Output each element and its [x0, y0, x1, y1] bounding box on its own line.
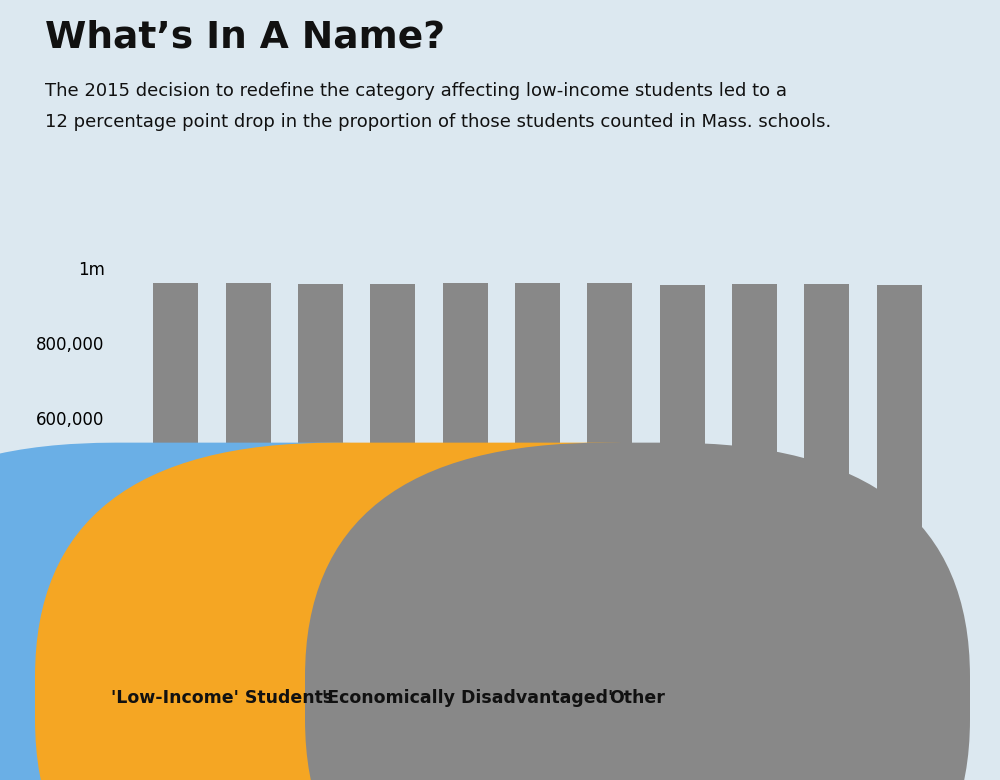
Bar [804, 526, 849, 644]
Bar [732, 531, 777, 644]
Text: wbur: wbur [813, 710, 955, 758]
Bar [370, 514, 415, 643]
Bar [226, 283, 271, 522]
Bar [515, 503, 560, 644]
Bar [226, 522, 271, 644]
Bar [877, 529, 922, 644]
Bar [153, 531, 198, 644]
Bar [443, 509, 488, 644]
Bar [660, 544, 705, 644]
Bar [443, 283, 488, 509]
Text: What’s In A Name?: What’s In A Name? [45, 20, 445, 55]
Text: The 2015 decision to redefine the category affecting low-income students led to : The 2015 decision to redefine the catego… [45, 82, 787, 100]
Text: 'Low-Income' Students: 'Low-Income' Students [111, 689, 334, 707]
Text: 'Economically Disadvantaged': 'Economically Disadvantaged' [322, 689, 613, 707]
Text: Source:: Source: [45, 737, 102, 750]
Bar [587, 283, 632, 550]
Bar [660, 285, 705, 544]
Bar [298, 284, 343, 518]
Bar [515, 283, 560, 503]
Bar [298, 518, 343, 644]
Text: Other: Other [610, 689, 665, 707]
Bar [804, 284, 849, 526]
Text: 12 percentage point drop in the proportion of those students counted in Mass. sc: 12 percentage point drop in the proporti… [45, 113, 831, 131]
Bar [153, 283, 198, 531]
Bar [732, 284, 777, 531]
Bar [370, 284, 415, 514]
Bar [877, 285, 922, 529]
Text: Mass. DESE enrollment/selected populations data (profiles.doe.mass.edu): Mass. DESE enrollment/selected populatio… [93, 737, 589, 750]
Bar [587, 550, 632, 644]
